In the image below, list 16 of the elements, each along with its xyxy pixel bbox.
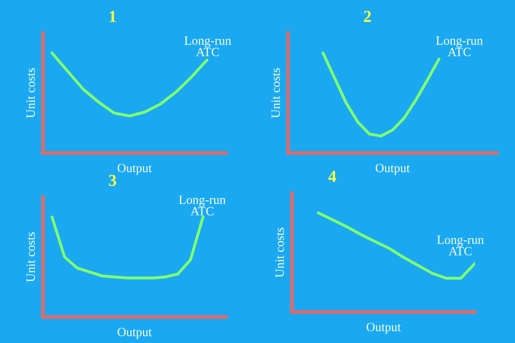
chart-title: 4 <box>328 170 336 182</box>
x-axis-title: Output <box>366 322 401 334</box>
annotation: Long-run ATC <box>437 236 484 256</box>
annotation: Long-run ATC <box>184 36 232 56</box>
text: Long-run ATC <box>178 196 226 216</box>
x-axis-title: Output <box>376 164 410 175</box>
y-axis-title: Unit costs <box>272 68 280 118</box>
chart-title: 2 <box>364 10 371 22</box>
chart-title: 3 <box>109 174 116 186</box>
y-axis-title: Unit costs <box>26 68 35 118</box>
annotation: Long-run ATC <box>436 36 483 56</box>
x-axis-title: Output <box>118 164 152 175</box>
x-axis-title: Output <box>118 328 152 339</box>
y-axis-title: Unit costs <box>276 228 284 278</box>
chart-title: 1 <box>110 10 116 22</box>
y-axis-title: Unit costs <box>26 232 35 282</box>
